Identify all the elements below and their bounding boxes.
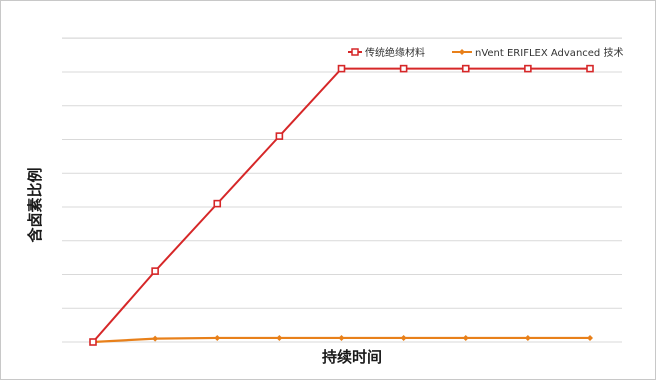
legend-item-1: nVent ERIFLEX Advanced 技术 bbox=[452, 46, 623, 59]
data-point bbox=[152, 335, 159, 342]
legend-marker-square bbox=[351, 48, 359, 56]
legend-marker-diamond bbox=[459, 49, 465, 55]
data-point bbox=[524, 334, 531, 341]
y-axis-title: 含卤素比例 bbox=[26, 167, 44, 242]
data-point bbox=[89, 338, 97, 346]
data-point bbox=[337, 64, 346, 73]
data-point bbox=[461, 64, 470, 73]
gridlines bbox=[62, 37, 622, 343]
data-point bbox=[275, 132, 284, 140]
series-0 bbox=[89, 64, 594, 346]
legend-item-0: 传统绝缘材料 bbox=[348, 46, 425, 59]
data-point bbox=[151, 267, 159, 275]
data-point bbox=[462, 334, 469, 341]
series-layer bbox=[89, 64, 594, 346]
series-line-0 bbox=[92, 67, 590, 343]
data-point bbox=[587, 334, 593, 341]
data-point bbox=[400, 334, 407, 341]
data-point bbox=[213, 199, 222, 208]
data-point bbox=[586, 64, 594, 73]
data-point bbox=[214, 334, 221, 341]
data-point bbox=[399, 64, 408, 73]
x-axis-title: 持续时间 bbox=[322, 348, 382, 366]
legend: 传统绝缘材料 nVent ERIFLEX Advanced 技术 bbox=[348, 46, 623, 59]
data-point bbox=[276, 334, 283, 341]
legend-label-0: 传统绝缘材料 bbox=[365, 46, 425, 59]
legend-label-1: nVent ERIFLEX Advanced 技术 bbox=[475, 46, 623, 59]
series-1 bbox=[90, 334, 593, 345]
data-point bbox=[338, 334, 345, 341]
data-point bbox=[524, 64, 532, 73]
